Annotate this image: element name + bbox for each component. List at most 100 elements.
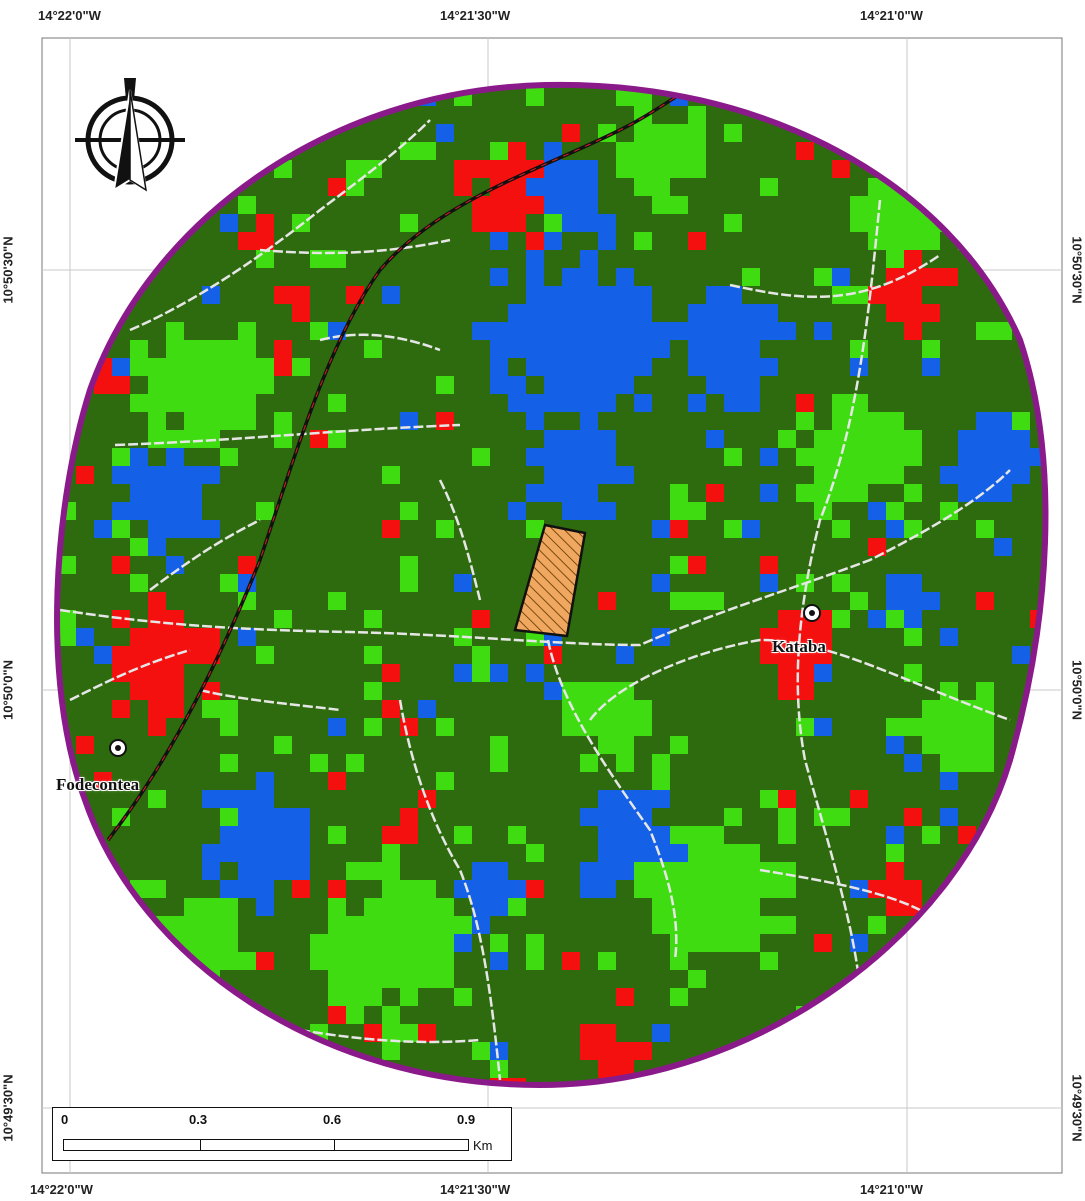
land-cover-cell bbox=[904, 214, 922, 232]
land-cover-cell bbox=[130, 664, 148, 682]
land-cover-cell bbox=[166, 700, 184, 718]
land-cover-cell bbox=[202, 934, 220, 952]
lon-label-top-1: 14°22'0"W bbox=[38, 8, 101, 23]
land-cover-cell bbox=[706, 286, 724, 304]
land-cover-cell bbox=[238, 628, 256, 646]
land-cover-cell bbox=[508, 394, 526, 412]
land-cover-cell bbox=[580, 880, 598, 898]
land-cover-cell bbox=[436, 520, 454, 538]
land-cover-cell bbox=[328, 592, 346, 610]
land-cover-cell bbox=[832, 160, 850, 178]
land-cover-cell bbox=[634, 322, 652, 340]
land-cover-cell bbox=[58, 556, 76, 574]
land-cover-cell bbox=[652, 124, 670, 142]
land-cover-cell bbox=[670, 484, 688, 502]
land-cover-cell bbox=[562, 322, 580, 340]
land-cover-cell bbox=[616, 790, 634, 808]
land-cover-cell bbox=[508, 376, 526, 394]
land-cover-cell bbox=[580, 286, 598, 304]
land-cover-cell bbox=[616, 466, 634, 484]
land-cover-cell bbox=[418, 1024, 436, 1042]
land-cover-cell bbox=[670, 844, 688, 862]
land-cover-cell bbox=[598, 448, 616, 466]
land-cover-cell bbox=[580, 268, 598, 286]
land-cover-cell bbox=[490, 934, 508, 952]
land-cover-cell bbox=[544, 430, 562, 448]
land-cover-cell bbox=[274, 610, 292, 628]
land-cover-cell bbox=[562, 952, 580, 970]
land-cover-cell bbox=[184, 484, 202, 502]
land-cover-cell bbox=[670, 592, 688, 610]
land-cover-cell bbox=[634, 826, 652, 844]
land-cover-cell bbox=[886, 448, 904, 466]
land-cover-cell bbox=[832, 394, 850, 412]
land-cover-cell bbox=[544, 682, 562, 700]
land-cover-cell bbox=[166, 340, 184, 358]
land-cover-cell bbox=[904, 664, 922, 682]
land-cover-cell bbox=[616, 736, 634, 754]
land-cover-cell bbox=[508, 502, 526, 520]
land-cover-cell bbox=[886, 718, 904, 736]
land-cover-cell bbox=[616, 340, 634, 358]
land-cover-cell bbox=[166, 448, 184, 466]
land-cover-cell bbox=[220, 358, 238, 376]
land-cover-cell bbox=[184, 628, 202, 646]
land-cover-cell bbox=[382, 862, 400, 880]
land-cover-cell bbox=[526, 250, 544, 268]
land-cover-cell bbox=[202, 628, 220, 646]
land-cover-cell bbox=[472, 196, 490, 214]
land-cover-cell bbox=[562, 286, 580, 304]
land-cover-cell bbox=[274, 862, 292, 880]
land-cover-cell bbox=[328, 178, 346, 196]
land-cover-cell bbox=[490, 268, 508, 286]
land-cover-cell bbox=[472, 1042, 490, 1060]
land-cover-cell bbox=[922, 592, 940, 610]
land-cover-cell bbox=[724, 844, 742, 862]
land-cover-cell bbox=[706, 430, 724, 448]
land-cover-cell bbox=[364, 682, 382, 700]
place-label-kataba: Kataba bbox=[772, 637, 826, 656]
land-cover-cell bbox=[886, 304, 904, 322]
land-cover-cell bbox=[184, 340, 202, 358]
land-cover-cell bbox=[742, 376, 760, 394]
land-cover-cell bbox=[220, 448, 238, 466]
land-cover-cell bbox=[1012, 430, 1030, 448]
land-cover-cell bbox=[652, 754, 670, 772]
land-cover-cell bbox=[904, 304, 922, 322]
land-cover-cell bbox=[256, 952, 274, 970]
land-cover-cell bbox=[526, 232, 544, 250]
land-cover-cell bbox=[886, 196, 904, 214]
land-cover-cell bbox=[904, 880, 922, 898]
land-cover-cell bbox=[652, 898, 670, 916]
land-cover-cell bbox=[364, 646, 382, 664]
land-cover-cell bbox=[580, 196, 598, 214]
land-cover-cell bbox=[220, 790, 238, 808]
land-cover-cell bbox=[202, 340, 220, 358]
land-cover-cell bbox=[292, 880, 310, 898]
land-cover-cell bbox=[382, 1024, 400, 1042]
land-cover-cell bbox=[220, 826, 238, 844]
land-cover-cell bbox=[886, 610, 904, 628]
land-cover-cell bbox=[742, 340, 760, 358]
land-cover-cell bbox=[688, 124, 706, 142]
land-cover-cell bbox=[346, 934, 364, 952]
land-cover-cell bbox=[562, 160, 580, 178]
land-cover-cell bbox=[688, 160, 706, 178]
land-cover-cell bbox=[400, 880, 418, 898]
land-cover-cell bbox=[472, 916, 490, 934]
land-cover-cell bbox=[364, 916, 382, 934]
land-cover-cell bbox=[670, 196, 688, 214]
land-cover-cell bbox=[184, 358, 202, 376]
land-cover-cell bbox=[148, 538, 166, 556]
land-cover-cell bbox=[616, 142, 634, 160]
land-cover-cell bbox=[688, 394, 706, 412]
land-cover-cell bbox=[868, 430, 886, 448]
land-cover-cell bbox=[850, 286, 868, 304]
land-cover-cell bbox=[508, 178, 526, 196]
land-cover-cell bbox=[634, 394, 652, 412]
land-cover-cell bbox=[436, 970, 454, 988]
land-cover-cell bbox=[238, 412, 256, 430]
land-cover-cell bbox=[580, 700, 598, 718]
land-cover-cell bbox=[634, 232, 652, 250]
land-cover-cell bbox=[580, 250, 598, 268]
